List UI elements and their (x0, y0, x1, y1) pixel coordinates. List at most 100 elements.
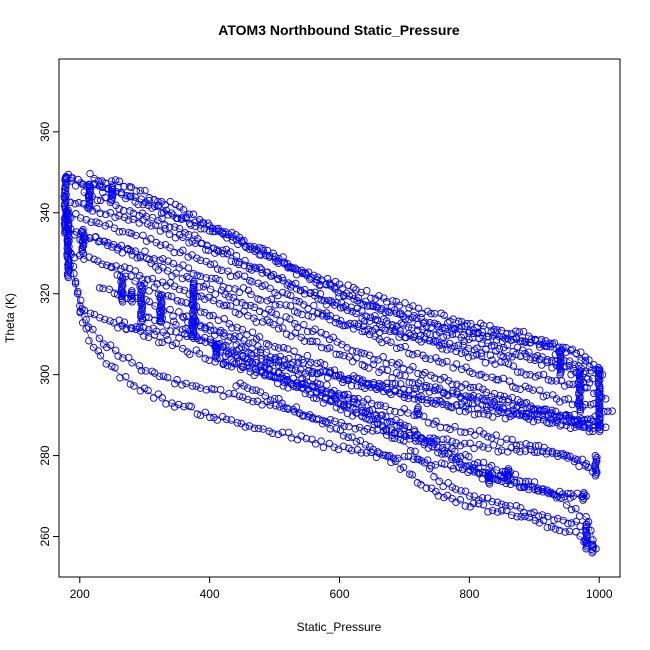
data-point (250, 314, 258, 322)
data-point (456, 441, 465, 450)
cluster-point (595, 407, 603, 416)
cluster-point (64, 268, 73, 276)
data-point (470, 410, 479, 419)
data-point (496, 438, 505, 446)
data-point (486, 321, 494, 330)
data-point (507, 443, 516, 452)
cluster-point (64, 226, 73, 234)
data-point (206, 260, 215, 269)
data-point (563, 451, 571, 460)
cluster-point (212, 340, 220, 348)
data-point (504, 395, 513, 403)
data-point (474, 500, 483, 508)
data-point (206, 413, 214, 422)
data-point (363, 395, 372, 404)
data-point (228, 236, 237, 245)
data-point (111, 176, 120, 184)
cluster-point (556, 361, 564, 370)
data-point (206, 322, 214, 330)
data-point (129, 215, 137, 223)
data-point (189, 210, 198, 219)
data-point (582, 513, 590, 521)
data-point (525, 513, 533, 522)
data-point (210, 260, 218, 268)
cluster-point (594, 418, 603, 426)
data-point (278, 372, 286, 380)
cluster-point (137, 318, 145, 326)
data-point (265, 305, 273, 314)
data-point (278, 399, 286, 408)
data-point (414, 396, 423, 404)
cluster-point (576, 405, 584, 414)
series-trace (215, 350, 597, 549)
data-point (496, 391, 505, 400)
data-point (180, 286, 189, 295)
data-point (365, 379, 373, 388)
data-point (521, 447, 530, 455)
data-point (404, 323, 413, 332)
data-point (173, 376, 181, 384)
data-point (346, 319, 354, 328)
data-point (279, 276, 287, 285)
data-point (87, 218, 95, 226)
data-point (390, 434, 399, 443)
data-point (435, 384, 444, 393)
cluster-point (156, 294, 164, 303)
data-point (515, 328, 524, 336)
cluster-point (157, 309, 165, 317)
data-point (402, 333, 410, 342)
cluster-point (156, 307, 165, 315)
data-point (378, 411, 386, 419)
data-point (349, 398, 358, 407)
data-point (172, 214, 181, 222)
cluster-point (78, 244, 86, 252)
data-point (86, 169, 94, 178)
data-point (474, 409, 483, 418)
data-point (137, 366, 146, 375)
data-point (586, 400, 595, 409)
data-point (570, 410, 579, 419)
data-point (178, 381, 186, 389)
data-point (161, 221, 169, 229)
data-point (272, 310, 280, 319)
data-point (439, 400, 447, 408)
data-point (564, 519, 572, 528)
data-point (515, 483, 524, 491)
data-point (439, 482, 447, 491)
data-point (364, 325, 373, 334)
data-point (516, 441, 524, 449)
data-point (69, 262, 78, 271)
data-point (474, 464, 483, 472)
data-point (409, 350, 417, 359)
data-point (525, 404, 534, 412)
data-point (263, 296, 272, 305)
data-point (339, 442, 348, 451)
data-point (367, 294, 375, 302)
data-point (206, 335, 215, 344)
data-point (156, 227, 165, 235)
data-point (120, 182, 128, 191)
data-point (349, 372, 358, 380)
data-point (226, 272, 235, 281)
series-trace (69, 253, 600, 428)
data-point (317, 343, 326, 352)
data-point (211, 290, 220, 298)
data-point (187, 402, 195, 411)
data-point (555, 487, 564, 496)
data-point (413, 431, 422, 439)
data-point (241, 256, 249, 265)
data-point (292, 366, 300, 374)
data-point (457, 394, 465, 402)
data-point (473, 344, 481, 353)
data-point (221, 290, 229, 299)
data-point (71, 279, 80, 288)
cluster-point (189, 334, 198, 342)
data-point (378, 338, 386, 347)
data-point (448, 437, 456, 446)
data-point (533, 351, 542, 360)
cluster-point (85, 181, 93, 189)
cluster-point (576, 392, 584, 401)
data-point (357, 449, 365, 457)
data-point (175, 308, 183, 316)
cluster-point (188, 301, 197, 310)
